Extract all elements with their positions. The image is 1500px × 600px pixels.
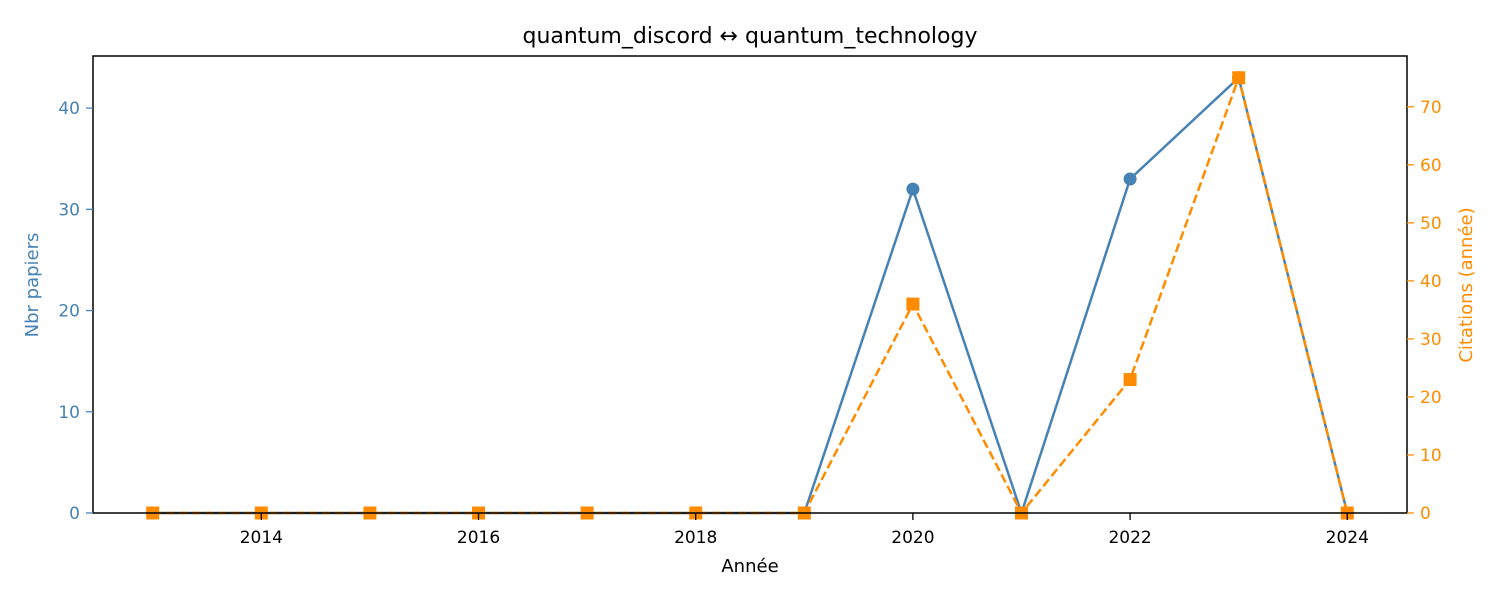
y-right-tick-label: 50 <box>1420 214 1442 234</box>
x-tick-label: 2024 <box>1326 528 1369 548</box>
x-tick-label: 2022 <box>1108 528 1151 548</box>
series-0-point <box>1123 172 1137 186</box>
chart-title: quantum_discord ↔ quantum_technology <box>523 24 978 49</box>
x-tick-label: 2016 <box>457 528 500 548</box>
y-right-tick-label: 60 <box>1420 156 1442 176</box>
series-1-point <box>1232 71 1246 85</box>
y-left-tick-label: 30 <box>58 200 80 220</box>
x-tick-label: 2014 <box>240 528 283 548</box>
y-right-tick-label: 70 <box>1420 98 1442 118</box>
series-1-point <box>1123 373 1137 387</box>
y-left-tick-label: 40 <box>58 99 80 119</box>
y-right-tick-label: 30 <box>1420 330 1442 350</box>
x-tick-label: 2018 <box>674 528 717 548</box>
x-axis-label: Année <box>721 556 778 577</box>
series-0-line <box>152 76 1349 515</box>
y-right-tick-label: 10 <box>1420 446 1442 466</box>
y-axis-left-label: Nbr papiers <box>22 233 43 338</box>
y-right-tick-label: 20 <box>1420 388 1442 408</box>
y-axis-right-label: Citations (année) <box>1456 207 1477 362</box>
series-1-point <box>906 297 920 311</box>
series-0-point <box>906 182 920 196</box>
y-left-tick-label: 0 <box>69 504 80 524</box>
y-left-tick-label: 10 <box>58 403 80 423</box>
y-right-tick-label: 0 <box>1420 504 1431 524</box>
x-tick-label: 2020 <box>891 528 934 548</box>
plot-frame <box>92 55 1408 514</box>
y-right-tick-label: 40 <box>1420 272 1442 292</box>
y-left-tick-label: 20 <box>58 302 80 322</box>
